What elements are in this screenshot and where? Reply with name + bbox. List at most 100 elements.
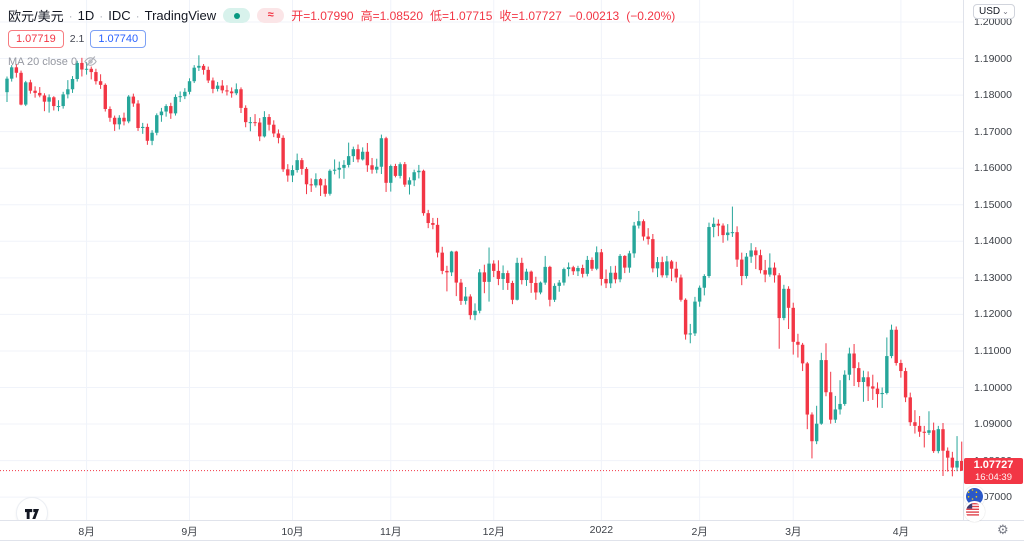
gear-icon[interactable]: ⚙: [997, 522, 1009, 537]
candle-body: [857, 368, 861, 383]
candle-body: [955, 460, 959, 468]
price-axis-label: 1.12000: [974, 308, 1012, 321]
time-axis-label: 10月: [281, 526, 304, 538]
candle-body: [103, 84, 107, 109]
candle-body: [726, 232, 730, 236]
candle-body: [56, 106, 61, 108]
candle-body: [576, 267, 580, 272]
candle-body: [740, 259, 744, 277]
candle-body: [211, 80, 215, 89]
tradingview-logo[interactable]: [16, 497, 48, 520]
eye-off-icon[interactable]: [83, 54, 98, 69]
symbol-title[interactable]: 欧元/美元 · 1D · IDC · TradingView: [8, 6, 216, 25]
candle-body: [637, 221, 641, 226]
candle-body: [426, 213, 430, 224]
candle-body: [899, 363, 903, 372]
candle-body: [323, 185, 327, 194]
candle-body: [42, 95, 47, 102]
open-value: 1.07990: [310, 9, 354, 23]
candle-body: [702, 276, 707, 288]
candle-body: [197, 65, 201, 68]
time-axis[interactable]: ⚙ 8月 9月 10月 11月 12月 2022 2月 3月 4月: [0, 520, 1024, 541]
candle-body: [529, 271, 533, 283]
candle-body: [463, 296, 468, 301]
candle-body: [913, 422, 917, 426]
candle-body: [70, 79, 75, 90]
candle-body: [239, 89, 243, 108]
candle-body: [328, 170, 332, 194]
tradingview-logo-icon: [24, 508, 39, 519]
sell-bid-button[interactable]: 1.07719: [8, 30, 64, 48]
candle-body: [412, 172, 416, 181]
candle-body: [346, 156, 351, 165]
chart-legend: 欧元/美元 · 1D · IDC · TradingView ≈ 开=1.079…: [8, 6, 675, 69]
market-status-icon[interactable]: [223, 8, 251, 23]
candlestick-chart[interactable]: [0, 0, 963, 520]
candle-body: [192, 67, 196, 82]
green-dot-icon: [233, 12, 240, 19]
candle-body: [810, 414, 814, 442]
candle-body: [927, 430, 931, 433]
candle-body: [389, 166, 393, 183]
candle-body: [360, 151, 365, 160]
candle-body: [828, 392, 833, 420]
candle-body: [716, 223, 721, 226]
candle-body: [253, 122, 257, 124]
candle-body: [871, 386, 875, 389]
currency-dropdown[interactable]: USD ⌄: [973, 4, 1015, 19]
time-axis-label: 2月: [691, 526, 708, 538]
candle-body: [931, 430, 936, 452]
candle-body: [688, 333, 692, 335]
candle-body: [84, 68, 89, 70]
candle-body: [847, 353, 852, 375]
candle-body: [379, 138, 384, 167]
candle-body: [276, 133, 281, 138]
candle-body: [885, 356, 889, 393]
price-axis-label: 1.15000: [974, 198, 1012, 211]
candle-body: [384, 138, 388, 183]
candle-body: [838, 403, 842, 410]
candle-body: [917, 425, 922, 432]
candle-body: [693, 301, 697, 334]
delayed-data-icon[interactable]: ≈: [257, 8, 285, 23]
price-axis[interactable]: USD ⌄ 1.20000 1.19000 1.18000 1.17000 1.1600…: [963, 0, 1024, 520]
candle-body: [164, 106, 168, 112]
candle-body: [356, 149, 360, 160]
ohlc-readout: 开=1.07990 高=1.08520 低=1.07715 收=1.07727 …: [291, 8, 676, 24]
candle-body: [398, 164, 402, 176]
candle-body: [552, 285, 557, 300]
symbol-name: 欧元/美元: [8, 9, 64, 24]
candle-body: [80, 62, 84, 70]
candle-body: [262, 117, 267, 137]
candle-body: [814, 423, 819, 442]
candle-body: [159, 111, 164, 116]
candle-body: [534, 282, 538, 293]
candle-body: [585, 259, 590, 274]
chevron-down-icon: ⌄: [1002, 6, 1009, 16]
candle-body: [632, 225, 636, 254]
candle-body: [281, 137, 285, 170]
candle-body: [754, 250, 758, 256]
buy-ask-button[interactable]: 1.07740: [90, 30, 147, 48]
candle-body: [421, 170, 426, 214]
candle-body: [126, 96, 131, 122]
change-percent: (−0.20%): [626, 8, 676, 23]
candle-body: [506, 273, 510, 283]
candle-body: [805, 363, 809, 415]
candle-body: [903, 371, 908, 398]
price-axis-label: 1.13000: [974, 271, 1012, 284]
candle-body: [468, 296, 473, 316]
candle-body: [187, 81, 192, 92]
candle-body: [295, 160, 299, 171]
last-price-value: 1.07727: [973, 458, 1014, 471]
indicator-legend[interactable]: MA 20 close 0: [8, 55, 78, 68]
change-value: −0.00213: [568, 8, 620, 23]
candle-body: [796, 341, 800, 345]
separator: ·: [135, 8, 140, 23]
candle-body: [403, 164, 407, 185]
candle-body: [510, 282, 515, 300]
candle-body: [641, 221, 646, 237]
time-axis-label: 12月: [482, 526, 505, 538]
chart-pane[interactable]: 欧元/美元 · 1D · IDC · TradingView ≈ 开=1.079…: [0, 0, 963, 520]
